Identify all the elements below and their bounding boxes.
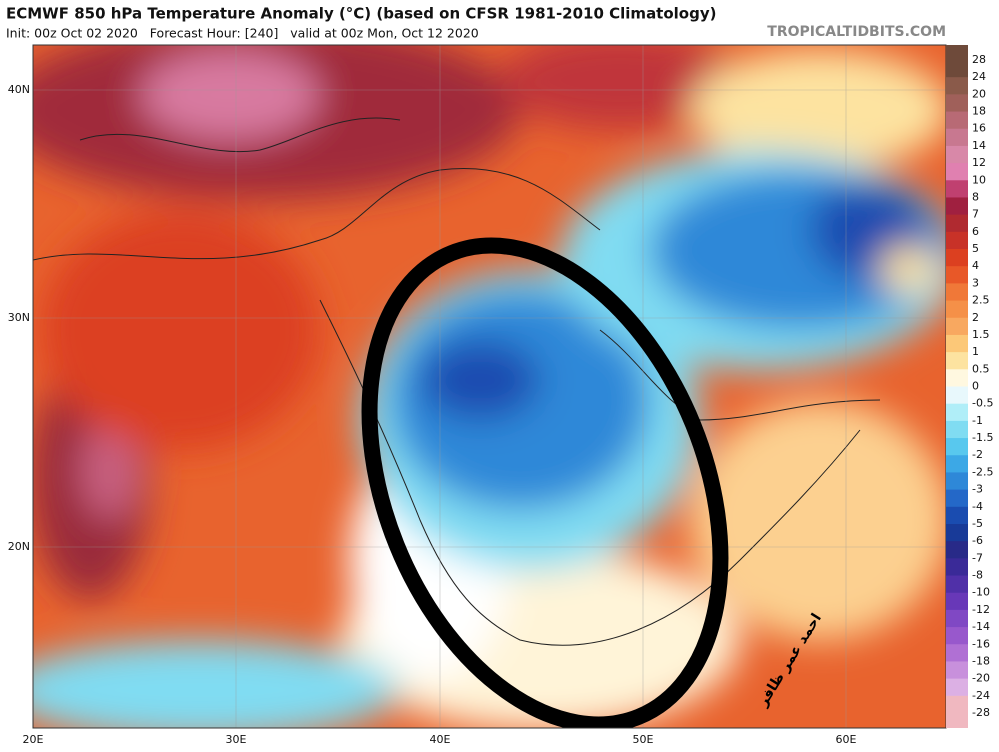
colorbar-segment — [946, 489, 968, 508]
colorbar-label: -28 — [972, 706, 990, 719]
colorbar-label: 20 — [972, 87, 986, 100]
colorbar-segment — [946, 214, 968, 233]
colorbar-segment — [946, 420, 968, 439]
brand: TROPICALTIDBITS.COM — [767, 24, 946, 40]
colorbar-label: 4 — [972, 259, 979, 272]
colorbar-label: 0 — [972, 380, 979, 393]
colorbar-label: 7 — [972, 208, 979, 221]
colorbar-segment — [946, 60, 968, 78]
colorbar-cap — [946, 45, 968, 60]
colorbar-segment — [946, 609, 968, 628]
colorbar-label: 2.5 — [972, 294, 990, 307]
lat-label: 40N — [8, 83, 30, 96]
colorbar-label: -20 — [972, 672, 990, 685]
subtitle: Init: 00z Oct 02 2020 Forecast Hour: [24… — [6, 26, 479, 41]
colorbar-label: 18 — [972, 105, 986, 118]
map — [33, 45, 946, 728]
colorbar-segment — [946, 403, 968, 422]
colorbar-label: -12 — [972, 603, 990, 616]
colorbar-label: -24 — [972, 689, 990, 702]
colorbar-label: -14 — [972, 620, 990, 633]
colorbar-segment — [946, 352, 968, 370]
colorbar-segment — [946, 592, 968, 611]
colorbar-segment — [946, 575, 968, 594]
colorbar-segment — [946, 145, 968, 164]
colorbar-label: 10 — [972, 173, 986, 186]
colorbar-segment — [946, 163, 968, 181]
lat-label: 30N — [8, 311, 30, 324]
colorbar-segment — [946, 197, 968, 216]
colorbar-label: -2.5 — [972, 465, 993, 478]
colorbar-segment — [946, 77, 968, 95]
colorbar-label: -5 — [972, 517, 983, 530]
title: ECMWF 850 hPa Temperature Anomaly (°C) (… — [6, 5, 716, 23]
colorbar-segment — [946, 231, 968, 250]
colorbar-segment — [946, 283, 968, 302]
colorbar-segment — [946, 180, 968, 198]
colorbar-label: 3 — [972, 276, 979, 289]
colorbar-label: 2 — [972, 311, 979, 324]
colorbar-segment — [946, 678, 968, 697]
colorbar-label: -10 — [972, 586, 990, 599]
colorbar-segment — [946, 300, 968, 319]
colorbar-segment — [946, 558, 968, 577]
colorbar-label: -1 — [972, 414, 983, 427]
colorbar-label: -8 — [972, 569, 983, 582]
lon-label: 50E — [633, 733, 654, 746]
colorbar-segment — [946, 695, 968, 714]
colorbar-segment — [946, 472, 968, 491]
colorbar-segment — [946, 627, 968, 645]
colorbar-label: 12 — [972, 156, 986, 169]
colorbar-label: 6 — [972, 225, 979, 238]
colorbar-label: -4 — [972, 500, 983, 513]
lat-label: 20N — [8, 540, 30, 553]
colorbar-label: 5 — [972, 242, 979, 255]
colorbar-label: 0.5 — [972, 362, 990, 375]
colorbar-label: -6 — [972, 534, 983, 547]
colorbar-segment — [946, 249, 968, 267]
colorbar-label: -18 — [972, 654, 990, 667]
colorbar-segment — [946, 334, 968, 353]
colorbar-segment — [946, 455, 968, 473]
colorbar-segment — [946, 386, 968, 405]
colorbar-segment — [946, 128, 968, 147]
colorbar-label: -0.5 — [972, 397, 993, 410]
lon-label: 20E — [23, 733, 44, 746]
colorbar-segment — [946, 661, 968, 680]
colorbar-cap — [946, 713, 968, 728]
colorbar-label: -1.5 — [972, 431, 993, 444]
colorbar-label: 28 — [972, 53, 986, 66]
colorbar-label: -16 — [972, 637, 990, 650]
colorbar-label: 1 — [972, 345, 979, 358]
lon-label: 30E — [226, 733, 247, 746]
colorbar-label: 16 — [972, 122, 986, 135]
colorbar-label: 24 — [972, 70, 986, 83]
colorbar-label: -7 — [972, 551, 983, 564]
colorbar-segment — [946, 438, 968, 456]
lon-label: 40E — [430, 733, 451, 746]
colorbar-segment — [946, 644, 968, 662]
colorbar-label: 14 — [972, 139, 986, 152]
colorbar-segment — [946, 111, 968, 130]
lon-label: 60E — [836, 733, 857, 746]
colorbar-segment — [946, 506, 968, 525]
colorbar-segment — [946, 266, 968, 284]
colorbar-label: 8 — [972, 190, 979, 203]
colorbar-segment — [946, 541, 968, 559]
colorbar-segment — [946, 523, 968, 542]
colorbar-label: 1.5 — [972, 328, 990, 341]
colorbar-segment — [946, 317, 968, 336]
colorbar-label: -2 — [972, 448, 983, 461]
colorbar-label: -3 — [972, 483, 983, 496]
colorbar-segment — [946, 94, 968, 113]
colorbar-segment — [946, 369, 968, 387]
